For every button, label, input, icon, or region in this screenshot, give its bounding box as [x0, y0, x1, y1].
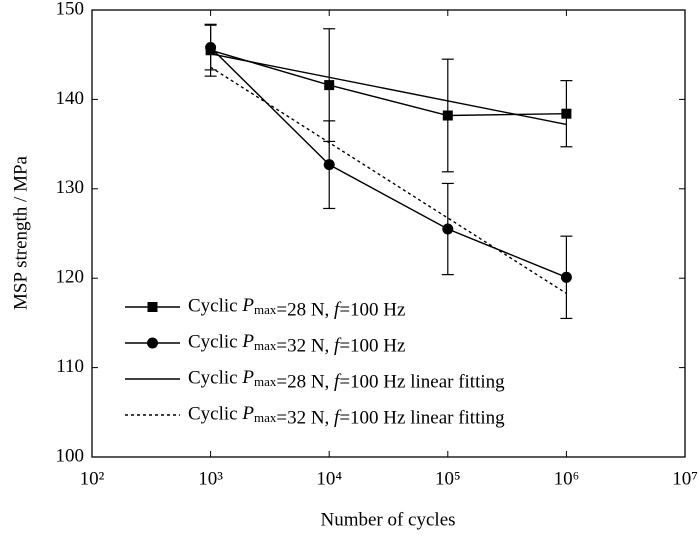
y-tick-label: 110 — [56, 356, 84, 377]
data-point — [442, 223, 454, 235]
y-tick-label: 100 — [56, 445, 85, 466]
data-point — [442, 110, 453, 121]
legend-label: Cyclic Pmax=32 N, f=100 Hz linear fittin… — [188, 403, 505, 428]
data-point — [561, 108, 572, 119]
data-point — [323, 159, 335, 171]
x-tick-label: 10⁷ — [672, 468, 698, 489]
plot-frame — [91, 9, 686, 458]
y-axis-label: MSP strength / MPa — [10, 155, 31, 310]
y-tick-label: 120 — [56, 267, 85, 288]
data-point — [324, 80, 335, 91]
legend-marker — [147, 337, 158, 349]
legend-label: Cyclic Pmax=28 N, f=100 Hz — [188, 295, 405, 320]
marker-group — [205, 42, 217, 54]
legend-label: Cyclic Pmax=28 N, f=100 Hz linear fittin… — [188, 367, 505, 392]
x-tick-label: 10⁵ — [435, 468, 461, 489]
series-line — [210, 47, 567, 278]
data-point — [205, 42, 217, 54]
marker-group — [560, 271, 572, 283]
series-line — [210, 53, 567, 126]
x-tick-label: 10² — [80, 468, 105, 489]
marker-group — [324, 80, 335, 91]
legend-label: Cyclic Pmax=32 N, f=100 Hz — [188, 331, 405, 356]
series-line — [210, 66, 567, 294]
x-tick-label: 10³ — [198, 468, 223, 489]
marker-group — [442, 223, 454, 235]
series-line — [210, 49, 567, 117]
x-tick-label: 10⁴ — [316, 468, 342, 489]
y-tick-label: 130 — [56, 177, 85, 198]
data-point — [560, 271, 572, 283]
y-tick-label: 150 — [56, 0, 85, 19]
x-tick-label: 10⁶ — [554, 468, 580, 489]
x-axis-label: Number of cycles — [320, 509, 455, 530]
marker-group — [561, 108, 572, 119]
y-tick-label: 140 — [56, 88, 85, 109]
legend-marker — [147, 302, 158, 312]
marker-group — [442, 110, 453, 121]
marker-group — [323, 159, 335, 171]
